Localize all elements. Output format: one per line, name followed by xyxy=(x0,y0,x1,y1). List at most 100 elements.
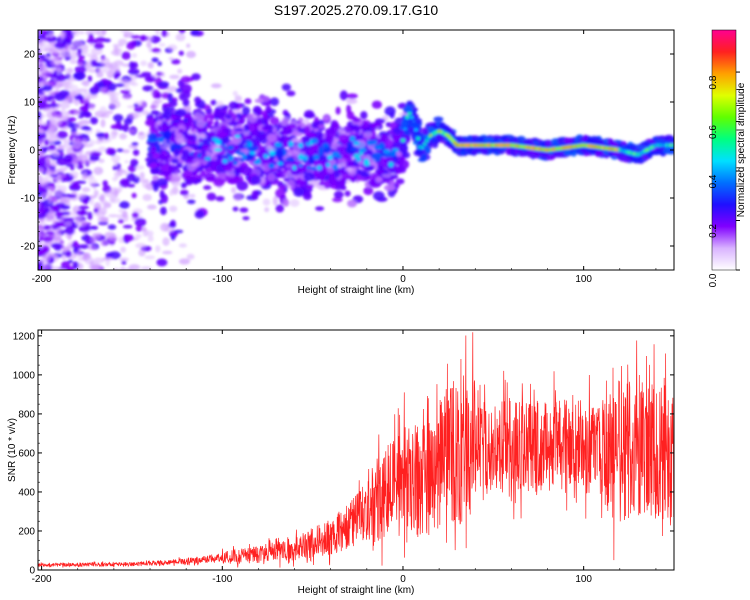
spectrogram-cell xyxy=(65,250,72,258)
spectrogram-cell xyxy=(420,146,425,149)
spectrogram-cell xyxy=(257,95,270,103)
spectrogram-cell xyxy=(339,90,348,101)
spectrogram-cell xyxy=(79,30,85,35)
spectrogram-cell xyxy=(145,157,155,163)
spectrogram-cell xyxy=(56,227,65,231)
spectrogram-cell xyxy=(179,83,192,94)
spectrogram-cell xyxy=(93,208,99,213)
spectrogram-cell xyxy=(283,177,289,182)
spectrogram-cell xyxy=(376,146,382,150)
spectrogram-cell xyxy=(75,218,80,226)
spectrogram-cell xyxy=(90,236,97,245)
spectrogram-cell xyxy=(89,86,99,95)
spectrogram-cell xyxy=(42,232,47,238)
spectrogram-cell xyxy=(266,133,277,143)
spectrogram-cell xyxy=(196,120,207,128)
spectrogram-cell xyxy=(242,130,250,136)
spectrogram-cell xyxy=(67,117,77,122)
spectrogram-cell xyxy=(401,120,409,128)
spectrogram-cell xyxy=(234,95,242,103)
spectrogram-cell xyxy=(286,123,297,130)
spectrogram-cell xyxy=(308,155,315,165)
spectrogram-cell xyxy=(353,153,361,159)
spectrogram-cell xyxy=(158,43,166,47)
spectrogram-cell xyxy=(51,205,58,212)
spectrogram-cell xyxy=(65,73,71,77)
spectrogram-cell xyxy=(147,204,157,210)
spectrogram-cell xyxy=(138,131,144,136)
spectrogram-cell xyxy=(38,158,47,167)
spectrogram-cell xyxy=(47,194,54,204)
spectrogram-cell xyxy=(88,103,95,111)
spectrogram-cell xyxy=(262,198,271,206)
spectrogram-cell xyxy=(132,149,140,156)
spectrogram-cell xyxy=(200,170,207,178)
spectrogram-cell xyxy=(198,138,204,143)
spectrogram-cell xyxy=(178,30,186,34)
spectrogram-cell xyxy=(244,153,254,161)
spectrogram-cell xyxy=(240,166,253,176)
spectrogram-cell xyxy=(157,119,162,126)
spectrogram-cell xyxy=(101,30,107,35)
spectrogram-cell xyxy=(255,134,266,141)
spectrogram-cell xyxy=(47,95,52,102)
spectrogram-cell xyxy=(69,135,74,142)
spectrogram-cell xyxy=(423,143,427,146)
spectrogram-cell xyxy=(223,167,233,172)
spectrogram-cell xyxy=(64,111,72,117)
spectrogram-cell xyxy=(52,151,61,158)
spectrogram-cell xyxy=(110,197,121,204)
spectrogram-cell xyxy=(81,105,90,110)
spectrogram-cell xyxy=(337,158,346,164)
spectrogram-cell xyxy=(162,103,172,108)
spectrogram-cell xyxy=(328,175,337,186)
spectrogram-cell xyxy=(461,136,469,141)
spectrogram-cell xyxy=(337,155,342,159)
snr-y-ticks: 0 200 400 600 800 1000 1200 xyxy=(13,331,674,577)
spectrogram-cell xyxy=(64,221,72,227)
spectrogram-cell xyxy=(82,197,89,205)
spectrogram-cell xyxy=(363,131,373,138)
spectrogram-cell xyxy=(332,164,339,170)
snr-x-ticks: -200 -100 0 100 xyxy=(32,330,657,585)
spectrogram-cell xyxy=(41,176,49,185)
spectrogram-cell xyxy=(120,246,127,253)
spectrogram-cell xyxy=(509,147,516,156)
spectrogram-cell xyxy=(54,41,67,49)
spectrogram-cell xyxy=(44,217,57,222)
spectrogram-cell xyxy=(38,167,44,174)
x-tick-label: 100 xyxy=(575,574,592,585)
spectrogram-cell xyxy=(269,150,276,156)
spectrogram-cell xyxy=(128,68,140,75)
spectrogram-cell xyxy=(251,130,258,137)
spectrogram-cell xyxy=(64,43,71,53)
spectrogram-cell xyxy=(210,99,217,106)
spectrogram-cell xyxy=(239,207,249,213)
y-tick-label: 600 xyxy=(18,448,35,459)
spectrogram-cell xyxy=(178,92,186,101)
spectrogram-cell xyxy=(38,54,46,60)
spectrogram-cell xyxy=(282,198,290,207)
spectrogram-cell xyxy=(519,151,527,157)
spectrogram-cell xyxy=(118,209,124,213)
spectrogram-cell xyxy=(131,53,137,58)
spectrogram-cell xyxy=(121,260,127,265)
spectrogram-cell xyxy=(116,148,124,153)
spectrogram-cell xyxy=(66,90,79,97)
spectrogram-cell xyxy=(557,138,563,144)
spectrogram-cell xyxy=(424,145,431,154)
spectrogram-cell xyxy=(81,143,93,148)
spectrogram-cell xyxy=(99,106,107,115)
spectrogram-cell xyxy=(571,151,577,157)
spectrogram-cell xyxy=(371,100,382,109)
x-tick-label: 0 xyxy=(400,274,406,285)
spectrogram-cell xyxy=(67,259,74,264)
spectrogram-cell xyxy=(121,51,131,60)
spectrogram-cell xyxy=(127,129,137,134)
colorbar-tick-label: 0.4 xyxy=(708,174,719,188)
spectrogram-cell xyxy=(117,167,124,176)
spectrogram-cell xyxy=(275,148,284,159)
spectrogram-cell xyxy=(152,175,160,181)
spectrogram-cell xyxy=(50,243,63,249)
